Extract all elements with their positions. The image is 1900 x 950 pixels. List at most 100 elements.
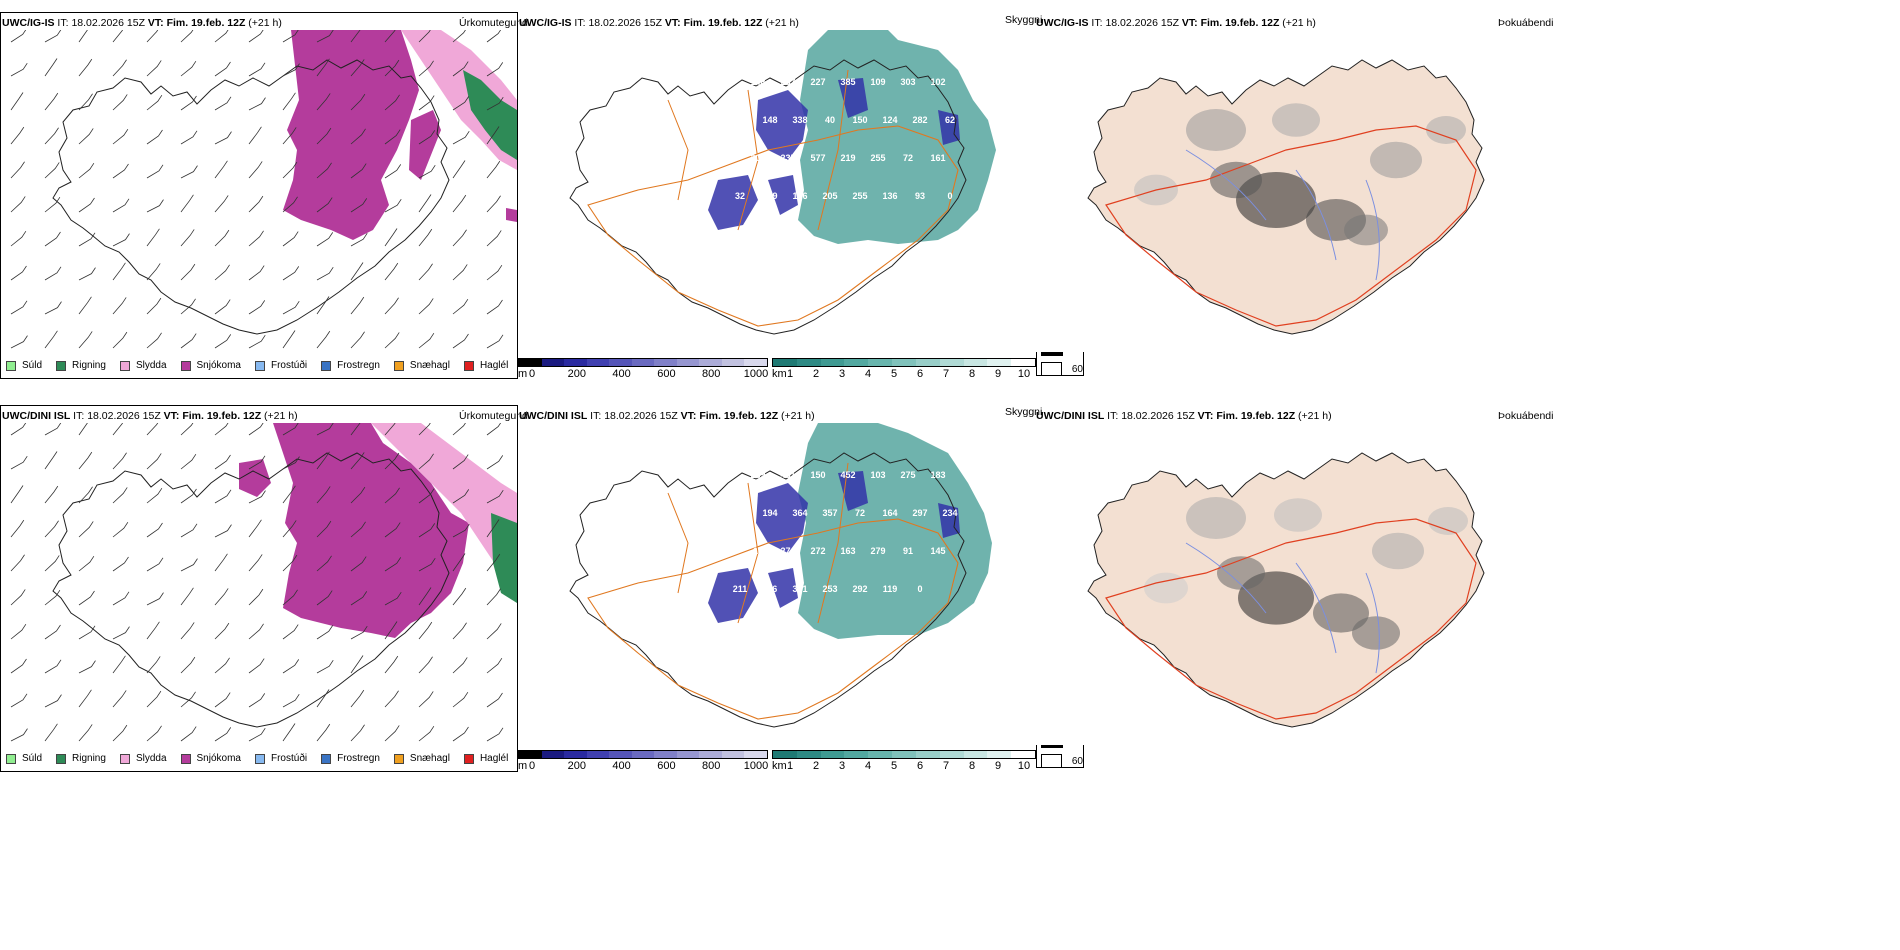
fog-legend-label: 60 [1071, 755, 1083, 767]
wind-barb [78, 724, 93, 742]
wind-barb [384, 591, 402, 606]
colorbar-tick: 800 [702, 368, 721, 380]
model-name: UWC/DINI ISL [1036, 410, 1105, 422]
sleet-area [371, 423, 517, 593]
visibility-header-top: UWC/IG-IS IT: 18.02.2026 15Z VT: Fim. 19… [519, 17, 799, 29]
wind-barb [44, 127, 59, 145]
colorbar-segment [699, 359, 722, 366]
colorbar-tick: 8 [968, 760, 976, 772]
wind-barb [146, 164, 164, 179]
snow-area [283, 30, 419, 240]
colorbar-segment [796, 359, 821, 366]
wind-barb [78, 625, 96, 640]
wind-barb [486, 299, 503, 315]
wind-barb [452, 130, 470, 145]
wind-barb [214, 334, 232, 349]
cloud-base-label: 145 [930, 546, 945, 556]
colorbar-segment [586, 359, 610, 366]
model-name: UWC/DINI ISL [519, 410, 588, 422]
colorbar-segment [773, 751, 797, 758]
wind-barb [350, 452, 365, 470]
cloud-base-label: 234 [942, 508, 957, 518]
legend-label: Snjókoma [196, 360, 241, 371]
coastline [52, 452, 450, 728]
vt-label: VT: [1197, 410, 1214, 422]
fog-legend-row: 60 [1037, 359, 1083, 379]
colorbar-tick: 3 [838, 760, 846, 772]
wind-barb [418, 332, 435, 349]
legend-label: Snæhagl [409, 753, 450, 764]
wind-barb [214, 195, 229, 213]
visibility-header-bottom: UWC/DINI ISL IT: 18.02.2026 15Z VT: Fim.… [519, 410, 815, 422]
wind-barb [10, 485, 24, 504]
wind-barb [180, 165, 198, 179]
wind-barb [146, 690, 162, 708]
wind-barb [350, 262, 364, 281]
wind-barb [78, 660, 96, 674]
cloud-base-label: 150 [810, 470, 825, 480]
wind-barb [384, 423, 396, 436]
cloud-base-label: 253 [822, 584, 837, 594]
legend-label: Haglél [479, 360, 509, 371]
wind-barb [78, 555, 95, 572]
fog-index-area [1210, 161, 1262, 199]
wind-barb [180, 656, 196, 674]
vt-value: Fim. 19.feb. 12Z [683, 17, 763, 29]
wind-barb [248, 727, 266, 742]
wind-barb [214, 61, 231, 77]
wind-barb [486, 195, 501, 213]
wind-barb [10, 658, 27, 674]
wind-barb [214, 524, 232, 538]
precip-header-bottom: UWC/DINI ISL IT: 18.02.2026 15Z VT: Fim.… [2, 410, 298, 422]
legend-swatch [393, 360, 404, 371]
wind-barb [384, 621, 398, 640]
cloud-base-label: 131 [720, 546, 735, 556]
cloud-base-label: 103 [870, 470, 885, 480]
precip-legend-item: Frostregn [321, 753, 380, 764]
legend-swatch [321, 360, 332, 371]
wind-barb [146, 522, 163, 538]
cloud-base-area [708, 175, 758, 230]
wind-barb [146, 332, 162, 349]
colorbar-segment [744, 359, 768, 366]
wind-barb [248, 195, 264, 213]
wind-barb [44, 30, 62, 43]
colorbar-tick: 2 [812, 368, 820, 380]
wind-barb [146, 199, 164, 213]
wind-barb [180, 30, 194, 43]
precip-panel-frame-bottom [0, 405, 518, 772]
colorbar-segment [939, 751, 964, 758]
vt-value: Fim. 19.feb. 12Z [699, 410, 779, 422]
wind-barb [282, 196, 298, 213]
wind-barb [44, 555, 60, 572]
legend-swatch [393, 753, 404, 764]
visibility-title-top: Skyggni [1005, 14, 1043, 26]
cloud-base-area [938, 503, 960, 538]
visibility-title-bottom: Skyggni [1005, 406, 1043, 418]
wind-barb [316, 232, 334, 247]
model-name: UWC/IG-IS [1036, 17, 1089, 29]
colorbar-segment [987, 359, 1012, 366]
wind-barb [418, 557, 436, 572]
colorbar-segment [631, 751, 655, 758]
wind-barb [418, 164, 436, 179]
wind-barb [112, 233, 130, 247]
vt-value: Fim. 19.feb. 12Z [1216, 410, 1296, 422]
wind-barb [78, 486, 93, 504]
cloud-base-label: 274 [780, 546, 795, 556]
lead-time: (+21 h) [264, 410, 298, 422]
colorbar-strip [772, 750, 1036, 759]
legend-label: Slydda [135, 360, 167, 371]
wind-barb [418, 725, 435, 742]
colorbar-tick: 8 [968, 368, 976, 380]
cloud-base-label: 40 [825, 115, 835, 125]
wind-barb [10, 554, 25, 572]
colorbar-segment [541, 359, 565, 366]
colorbar-tick: 10 [1017, 368, 1031, 380]
wind-barb [384, 262, 399, 281]
colorbar-segment [519, 751, 542, 758]
colorbar-m-bottom: m 0 200 400 600 800 1000 [518, 750, 768, 772]
wind-barb [452, 622, 467, 640]
wind-barb [384, 522, 401, 538]
fog-header-bottom: UWC/DINI ISL IT: 18.02.2026 15Z VT: Fim.… [1036, 410, 1332, 422]
